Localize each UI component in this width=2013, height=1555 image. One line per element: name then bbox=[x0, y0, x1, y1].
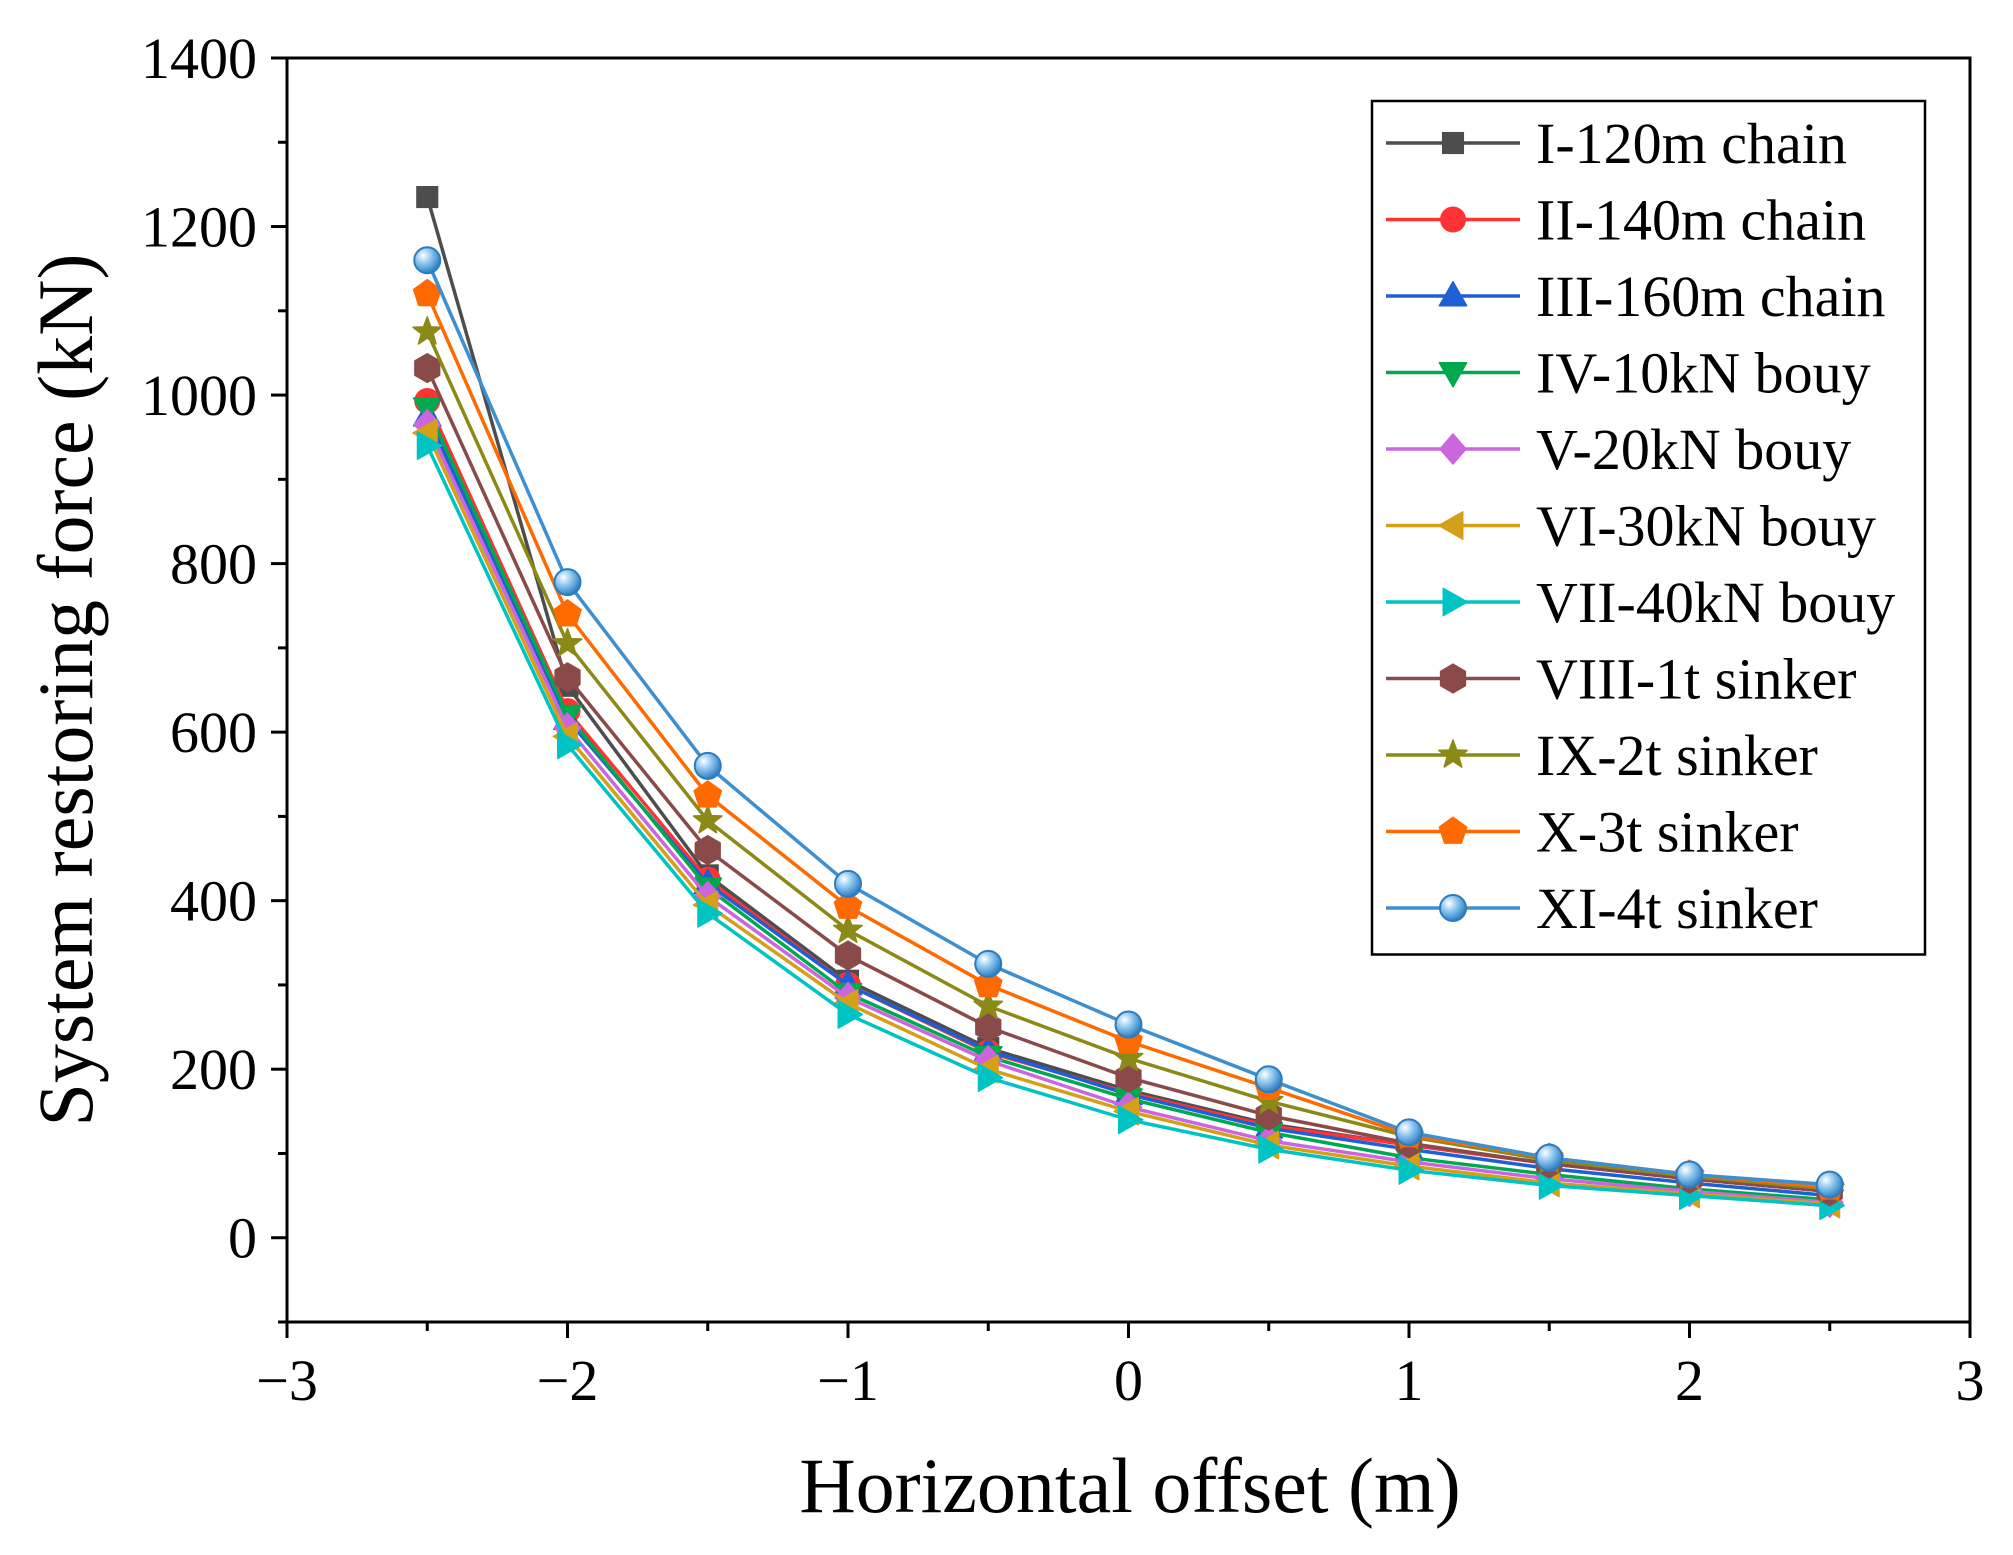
x-tick-label: 2 bbox=[1675, 1348, 1704, 1413]
data-point bbox=[1395, 1118, 1423, 1147]
y-tick-label: 800 bbox=[170, 532, 257, 597]
legend-entry: XI-4t sinker bbox=[1386, 876, 1818, 941]
legend-marker bbox=[1439, 663, 1467, 694]
legend-marker bbox=[1438, 280, 1468, 307]
data-point bbox=[973, 969, 1003, 998]
legend-label: VI-30kN bouy bbox=[1536, 494, 1876, 559]
legend-entry: I-120m chain bbox=[1386, 111, 1847, 176]
legend-marker bbox=[1441, 131, 1465, 155]
data-point bbox=[557, 730, 583, 760]
x-tick-label: 0 bbox=[1114, 1348, 1143, 1413]
data-point bbox=[693, 780, 723, 808]
legend-label: II-140m chain bbox=[1536, 188, 1866, 253]
legend-entry: IX-2t sinker bbox=[1386, 723, 1818, 788]
legend-label: IV-10kN bouy bbox=[1536, 341, 1871, 406]
y-axis-title: System restoring force (kN) bbox=[22, 254, 109, 1127]
legend-label: IX-2t sinker bbox=[1536, 723, 1818, 788]
data-point bbox=[697, 898, 723, 928]
legend-entry: II-140m chain bbox=[1386, 188, 1866, 253]
data-point bbox=[416, 185, 439, 209]
legend-entry: IV-10kN bouy bbox=[1386, 341, 1871, 406]
legend-label: V-20kN bouy bbox=[1536, 417, 1851, 482]
data-point bbox=[977, 1063, 1004, 1093]
legend-label: I-120m chain bbox=[1536, 111, 1847, 176]
legend-marker bbox=[1438, 739, 1468, 768]
x-tick-label: 1 bbox=[1395, 1348, 1424, 1413]
data-point bbox=[414, 353, 441, 384]
data-point bbox=[412, 316, 443, 345]
legend-entry: X-3t sinker bbox=[1386, 800, 1799, 865]
legend-marker bbox=[1440, 206, 1466, 233]
data-point bbox=[834, 869, 862, 898]
data-point bbox=[834, 940, 862, 971]
legend-marker bbox=[1439, 894, 1467, 922]
y-tick-label: 1200 bbox=[141, 195, 257, 260]
y-tick-label: 1000 bbox=[141, 363, 257, 428]
legend-marker bbox=[1438, 362, 1468, 388]
data-point bbox=[413, 246, 442, 275]
legend-marker bbox=[1437, 511, 1464, 540]
data-point bbox=[833, 914, 863, 944]
legend-label: VII-40kN bouy bbox=[1536, 570, 1895, 635]
data-point bbox=[1258, 1134, 1284, 1164]
data-point bbox=[692, 804, 723, 834]
legend-entry: III-160m chain bbox=[1386, 264, 1885, 329]
legend-marker bbox=[1438, 816, 1468, 844]
y-tick-label: 600 bbox=[170, 700, 257, 765]
data-point bbox=[1535, 1143, 1564, 1172]
data-point bbox=[552, 627, 583, 657]
data-point bbox=[1254, 1065, 1283, 1094]
data-point bbox=[837, 1000, 864, 1029]
legend-marker bbox=[1439, 433, 1467, 465]
data-point bbox=[1115, 1062, 1142, 1093]
legend-box bbox=[1370, 99, 1927, 956]
x-tick-label: −2 bbox=[537, 1348, 599, 1413]
data-point bbox=[694, 835, 721, 866]
series-11 bbox=[413, 246, 1844, 1199]
data-point bbox=[693, 751, 722, 780]
data-point bbox=[1118, 1105, 1144, 1135]
legend-entry: VI-30kN bouy bbox=[1386, 494, 1876, 559]
legend-label: XI-4t sinker bbox=[1536, 876, 1818, 941]
y-tick-label: 1400 bbox=[141, 26, 257, 91]
data-point bbox=[1815, 1170, 1844, 1199]
legend-entry: VIII-1t sinker bbox=[1386, 647, 1857, 712]
data-point bbox=[974, 949, 1003, 978]
data-point bbox=[973, 990, 1004, 1019]
legend-entry: V-20kN bouy bbox=[1386, 417, 1851, 482]
legend-label: VIII-1t sinker bbox=[1536, 647, 1857, 712]
data-point bbox=[553, 568, 582, 597]
legend-label: III-160m chain bbox=[1536, 264, 1885, 329]
y-tick-label: 0 bbox=[228, 1206, 257, 1271]
data-point bbox=[1114, 1010, 1143, 1039]
data-point bbox=[416, 431, 443, 461]
x-tick-label: −3 bbox=[256, 1348, 318, 1413]
x-axis-title: Horizontal offset (m) bbox=[799, 1442, 1460, 1529]
legend-marker bbox=[1442, 587, 1469, 617]
data-point bbox=[833, 891, 863, 919]
y-tick-label: 200 bbox=[170, 1037, 257, 1102]
y-tick-label: 400 bbox=[170, 869, 257, 934]
x-tick-label: 3 bbox=[1956, 1348, 1985, 1413]
data-point bbox=[1538, 1171, 1565, 1200]
data-point bbox=[553, 599, 582, 627]
legend-label: X-3t sinker bbox=[1536, 800, 1799, 865]
data-point bbox=[554, 662, 581, 693]
data-point bbox=[1113, 1042, 1144, 1072]
data-point bbox=[975, 1012, 1002, 1043]
data-point bbox=[1398, 1155, 1425, 1185]
legend-entry: VII-40kN bouy bbox=[1386, 570, 1895, 635]
data-point bbox=[1675, 1160, 1704, 1189]
x-tick-label: −1 bbox=[817, 1348, 879, 1413]
